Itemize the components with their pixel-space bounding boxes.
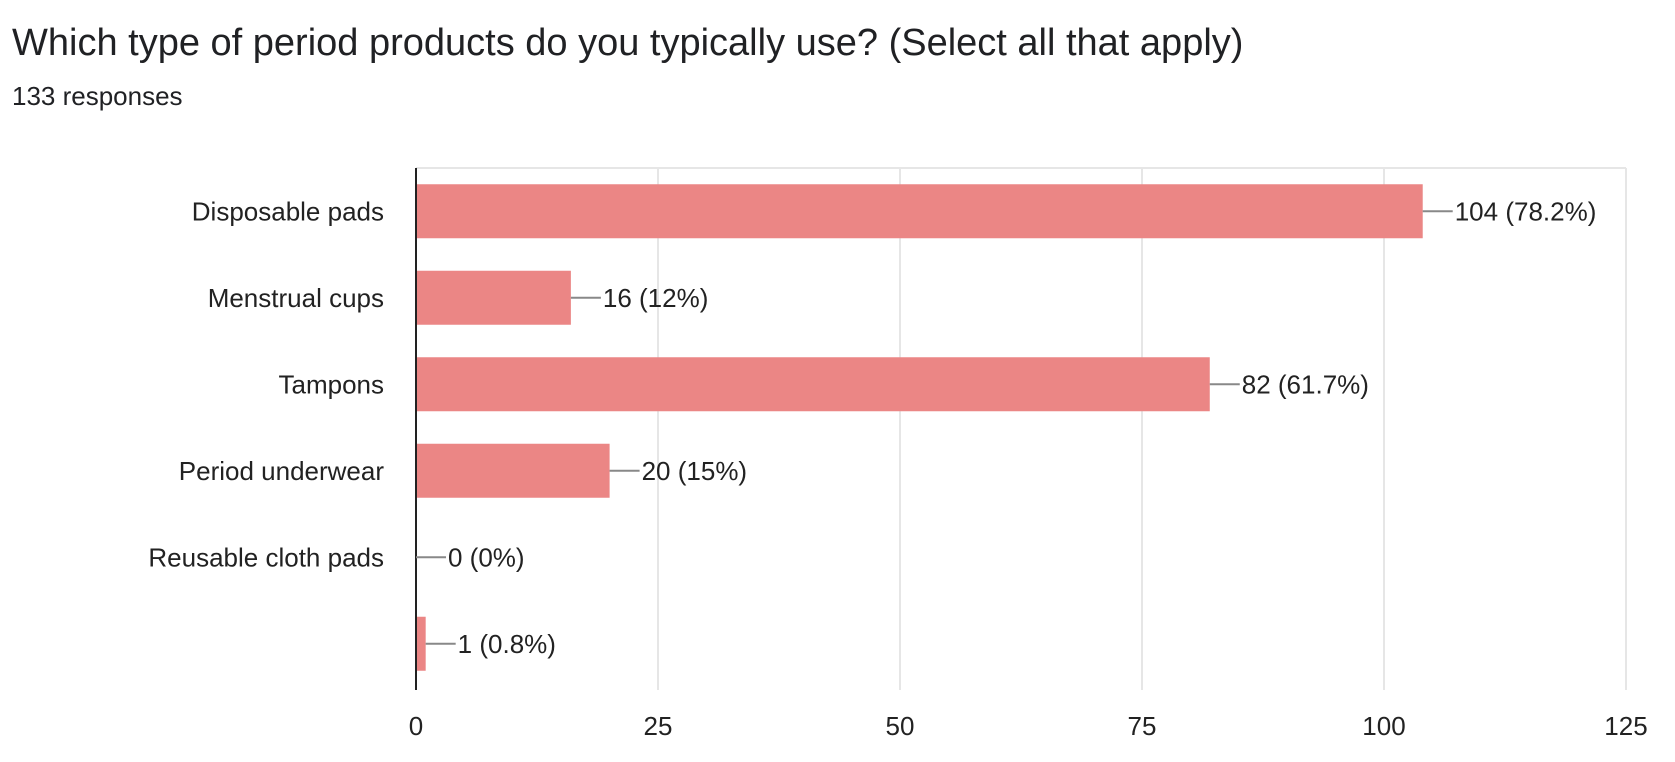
category-label-3: Period underwear	[179, 456, 385, 486]
category-label-4: Reusable cloth pads	[148, 542, 384, 572]
category-label-2: Tampons	[279, 369, 385, 399]
tick-label-25: 25	[644, 711, 673, 741]
category-label-0: Disposable pads	[192, 196, 384, 226]
labels: 0 25 50 75 100 125 Disposable pads 104 (78.2%) M…	[148, 196, 1647, 741]
category-label-1: Menstrual cups	[208, 283, 384, 313]
tick-label-100: 100	[1362, 711, 1405, 741]
grid-lines	[416, 167, 1627, 690]
bars	[416, 184, 1423, 671]
data-label-2: 82 (61.7%)	[1242, 369, 1369, 399]
data-label-5: 1 (0.8%)	[458, 629, 556, 659]
data-label-4: 0 (0%)	[448, 542, 525, 572]
tick-label-0: 0	[409, 711, 423, 741]
response-count: 133 responses	[12, 81, 183, 111]
data-label-1: 16 (12%)	[603, 283, 709, 313]
bar-2	[416, 357, 1210, 412]
bar-5	[416, 616, 426, 671]
bar-3	[416, 443, 610, 498]
bar-0	[416, 184, 1423, 239]
tick-label-50: 50	[886, 711, 915, 741]
tick-label-75: 75	[1128, 711, 1157, 741]
data-label-0: 104 (78.2%)	[1455, 196, 1597, 226]
chart-title: Which type of period products do you typ…	[12, 22, 1244, 64]
bar-1	[416, 270, 571, 325]
tick-label-125: 125	[1604, 711, 1647, 741]
data-label-3: 20 (15%)	[642, 456, 748, 486]
